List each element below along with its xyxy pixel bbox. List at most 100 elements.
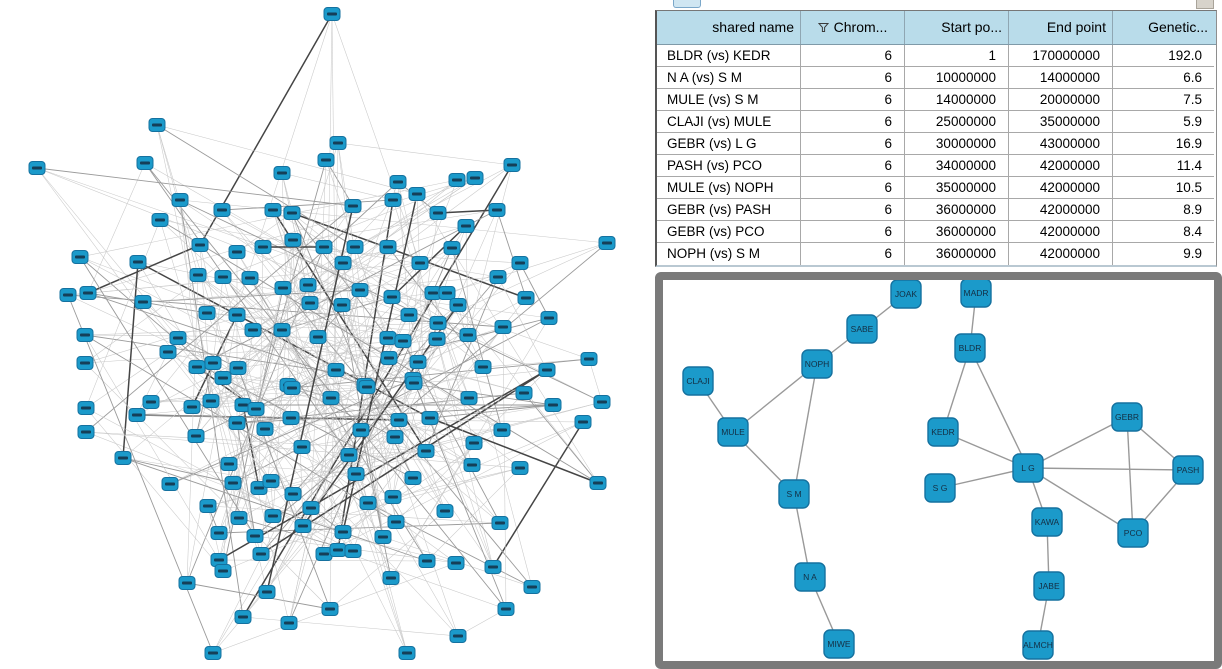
table-cell[interactable]: 11.4 (1113, 155, 1214, 177)
node-PCO[interactable] (1117, 518, 1149, 548)
table-cell[interactable]: 8.9 (1113, 199, 1214, 221)
table-cell[interactable]: 25000000 (905, 111, 1009, 133)
table-cell[interactable]: 8.4 (1113, 221, 1214, 243)
table-cell[interactable]: 170000000 (1009, 45, 1113, 67)
node-ALMCH[interactable] (1022, 630, 1054, 660)
table-cell[interactable]: 6 (801, 45, 905, 67)
table-cell[interactable]: 14000000 (905, 89, 1009, 111)
table-cell[interactable]: 6 (801, 177, 905, 199)
table-cell[interactable]: 6 (801, 199, 905, 221)
column-header-genetic-[interactable]: Genetic... (1113, 11, 1214, 44)
table-cell[interactable]: PASH (vs) PCO (657, 155, 801, 177)
node-S-M[interactable] (778, 479, 810, 509)
table-cell[interactable]: 42000000 (1009, 177, 1113, 199)
table-row[interactable]: BLDR (vs) KEDR 6 1 170000000 192.0 (657, 45, 1216, 67)
table-cell[interactable]: 42000000 (1009, 243, 1113, 265)
node-label-glyph (193, 273, 203, 277)
table-row[interactable]: MULE (vs) NOPH 6 35000000 42000000 10.5 (657, 177, 1216, 199)
node-KEDR[interactable] (927, 417, 959, 447)
node-PASH[interactable] (1172, 455, 1204, 485)
table-cell[interactable]: 6 (801, 155, 905, 177)
node-CLAJI[interactable] (682, 366, 714, 396)
node-label-glyph (248, 328, 258, 332)
node-SABE[interactable] (846, 314, 878, 344)
table-cell[interactable]: 1 (905, 45, 1009, 67)
table-cell[interactable]: 35000000 (1009, 111, 1113, 133)
table-cell[interactable]: 9.9 (1183, 246, 1202, 261)
node-KAWA[interactable] (1031, 507, 1063, 537)
table-cell[interactable]: 30000000 (905, 133, 1009, 155)
node-label: MIWE (827, 639, 850, 649)
network-edge (519, 262, 550, 319)
node-MIWE[interactable] (823, 629, 855, 659)
table-cell[interactable]: 43000000 (1009, 133, 1113, 155)
network-edge (288, 246, 389, 624)
table-cell[interactable]: N A (vs) S M (657, 67, 801, 89)
table-cell[interactable]: 36000000 (905, 243, 1009, 265)
table-cell[interactable]: 192.0 (1113, 45, 1214, 67)
column-header-end-point[interactable]: End point (1009, 11, 1113, 44)
table-row[interactable]: GEBR (vs) PASH 6 36000000 42000000 8.9 (657, 199, 1216, 221)
table-cell[interactable]: 10.5 (1113, 177, 1214, 199)
node-JOAK[interactable] (890, 280, 922, 309)
table-row[interactable]: N A (vs) S M 6 10000000 14000000 6.6 (657, 67, 1216, 89)
node-label-glyph (203, 504, 213, 508)
table-cell[interactable]: GEBR (vs) PASH (657, 199, 801, 221)
node-MADR[interactable] (960, 280, 992, 308)
node-GEBR[interactable] (1111, 402, 1143, 432)
node-label-glyph (81, 406, 91, 410)
table-row[interactable]: GEBR (vs) PCO 6 36000000 42000000 8.4 (657, 221, 1216, 243)
table-cell[interactable]: 10000000 (905, 67, 1009, 89)
right-network-canvas[interactable]: JOAK MADR SABE NOPH BLDR CLAJI MULE KEDR GEBR L G… (663, 280, 1214, 661)
table-cell[interactable]: 6 (801, 221, 905, 243)
table-cell[interactable]: GEBR (vs) PCO (657, 221, 801, 243)
table-cell[interactable]: GEBR (vs) L G (657, 133, 801, 155)
network-edge (255, 408, 303, 448)
table-cell[interactable]: CLAJI (vs) MULE (657, 111, 801, 133)
table-cell[interactable]: 36000000 (905, 221, 1009, 243)
table-cell[interactable]: 16.9 (1113, 133, 1214, 155)
node-N-A[interactable] (794, 562, 826, 592)
node-MULE[interactable] (717, 417, 749, 447)
network-edge (317, 336, 389, 339)
node-label-glyph (402, 651, 412, 655)
table-cell[interactable]: 6 (801, 111, 905, 133)
table-cell[interactable]: BLDR (vs) KEDR (657, 45, 801, 67)
table-cell[interactable]: MULE (vs) S M (657, 89, 801, 111)
node-NOPH[interactable] (801, 349, 833, 379)
column-header-chrom-[interactable]: Chrom... (801, 11, 905, 44)
table-row[interactable]: CLAJI (vs) MULE 6 25000000 35000000 5.9 (657, 111, 1216, 133)
table-row[interactable]: PASH (vs) PCO 6 34000000 42000000 11.4 (657, 155, 1216, 177)
node-S-G[interactable] (924, 473, 956, 503)
column-header-start-po-[interactable]: Start po... (905, 11, 1009, 44)
table-cell[interactable]: 35000000 (905, 177, 1009, 199)
table-cell[interactable]: 42000000 (1009, 155, 1113, 177)
table-cell[interactable]: NOPH (vs) S M (657, 243, 801, 265)
table-cell[interactable]: 6 (801, 243, 905, 265)
column-header-shared-name[interactable]: shared name (657, 11, 801, 44)
node-BLDR[interactable] (954, 333, 986, 363)
table-cell[interactable]: 42000000 (1009, 199, 1113, 221)
table-cell[interactable]: 20000000 (1009, 89, 1113, 111)
table-cell[interactable]: 6 (801, 67, 905, 89)
table-cell[interactable]: 42000000 (1009, 221, 1113, 243)
table-cell[interactable]: 6 (801, 89, 905, 111)
node-L-G[interactable] (1012, 453, 1044, 483)
table-row[interactable]: GEBR (vs) L G 6 30000000 43000000 16.9 (657, 133, 1216, 155)
table-cell[interactable]: 36000000 (905, 199, 1009, 221)
left-network-canvas[interactable] (0, 0, 655, 669)
table-cell[interactable]: 6.6 (1113, 67, 1214, 89)
node-label-glyph (521, 296, 531, 300)
table-cell[interactable]: 5.9 (1113, 111, 1214, 133)
table-row[interactable]: NOPH (vs) S M 6 36000000 42000000 9.9 (657, 243, 1216, 265)
table-cell[interactable]: 6 (801, 133, 905, 155)
node-JABE[interactable] (1033, 571, 1065, 601)
node-label-glyph (319, 245, 329, 249)
table-cell[interactable]: 14000000 (1009, 67, 1113, 89)
network-edge (392, 496, 428, 562)
table-cell[interactable]: 34000000 (905, 155, 1009, 177)
table-cell[interactable]: 7.5 (1113, 89, 1214, 111)
table-cell[interactable]: MULE (vs) NOPH (657, 177, 801, 199)
table-row[interactable]: MULE (vs) S M 6 14000000 20000000 7.5 (657, 89, 1216, 111)
network-edge (457, 304, 533, 588)
